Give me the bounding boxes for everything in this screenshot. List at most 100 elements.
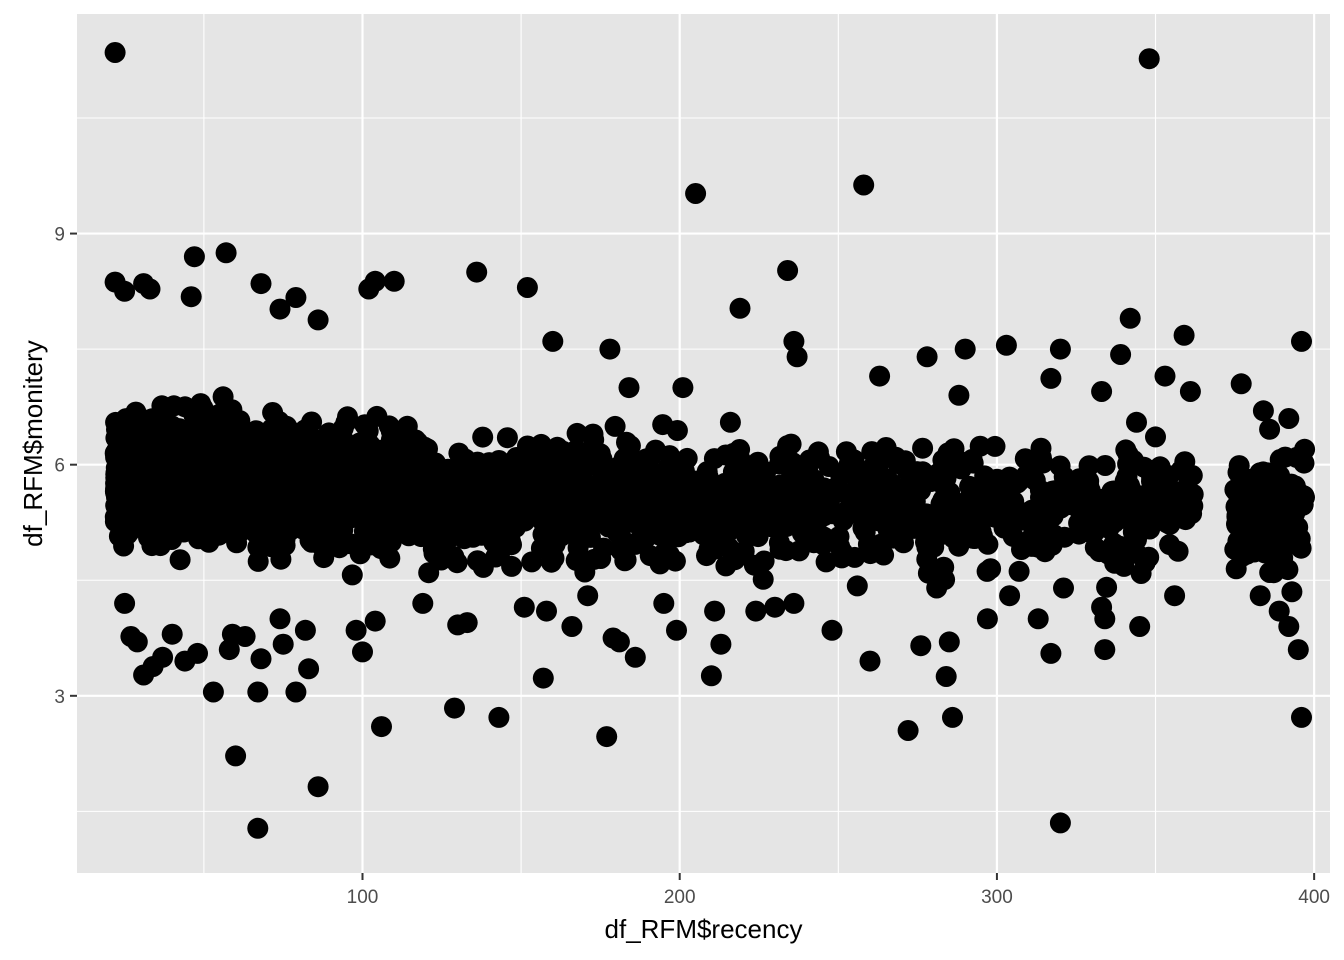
data-point [358,278,380,300]
data-point [1049,812,1071,834]
data-point [1014,448,1036,470]
data-point [161,623,183,645]
data-point [466,495,488,517]
data-point [745,600,767,622]
data-point [976,560,998,582]
data-point [672,377,694,399]
data-point [1174,451,1196,473]
data-point [619,450,641,472]
data-point [155,456,177,478]
data-point [624,646,646,668]
data-point [1091,596,1113,618]
data-point [967,497,989,519]
data-point [1053,577,1074,599]
data-point [580,452,602,474]
data-point [1091,381,1113,402]
data-point [685,183,707,204]
data-point [688,511,710,532]
data-point [521,447,543,469]
data-point [215,242,237,264]
data-point [1040,642,1062,664]
data-point [1240,523,1262,545]
data-point [501,555,523,577]
data-point [786,346,808,368]
data-point [757,506,779,528]
data-point [1251,473,1273,495]
data-point [984,435,1006,457]
data-point [357,506,379,528]
data-point [1116,465,1138,487]
data-point [301,411,323,433]
data-point [212,386,234,408]
data-point [226,532,248,554]
data-point [769,445,791,467]
data-point [472,426,494,448]
data-point [546,436,568,458]
data-point [640,498,661,520]
data-point [902,498,924,520]
data-point [859,650,881,672]
data-point [1173,324,1195,346]
data-point [422,500,444,522]
data-point [828,526,850,548]
data-point [577,585,599,607]
data-point [753,550,775,572]
data-point [1263,520,1285,542]
data-point [562,488,584,510]
data-point [650,469,672,491]
data-point [298,658,320,680]
data-point [257,488,279,510]
data-point [704,600,726,622]
data-point [1287,639,1309,661]
data-point [244,438,266,460]
data-point [1008,560,1030,582]
data-point [818,456,840,477]
data-point [1164,585,1186,607]
data-point [142,437,164,459]
data-point [1134,552,1156,574]
data-point [143,487,165,509]
data-point [1094,455,1116,476]
data-point [1281,581,1303,603]
data-point [854,520,876,541]
data-point [696,545,717,567]
data-point [247,681,269,703]
data-point [999,585,1021,607]
data-point [1154,365,1176,387]
data-point [302,499,324,521]
data-point [1034,514,1056,536]
data-point [786,483,808,505]
data-point [813,477,835,499]
data-point [285,681,307,703]
data-point [1113,555,1135,577]
data-point [846,575,868,597]
data-point [1119,307,1141,329]
data-point [113,535,135,557]
data-point [596,726,618,748]
data-point [783,592,805,614]
data-point [174,650,196,672]
data-point [590,548,612,569]
data-point [1027,536,1048,558]
data-point [114,280,136,302]
data-points [104,42,1316,839]
data-point [398,514,420,536]
data-point [488,455,510,477]
data-point [812,534,834,555]
data-point [610,527,632,549]
data-point [1096,576,1118,598]
data-point [1230,373,1252,395]
axes: 100 200 300 400 3 6 9 [54,225,1330,908]
data-point [446,552,468,574]
data-point [536,600,557,622]
data-point [1027,608,1049,630]
data-point [560,452,582,473]
data-point [272,633,294,655]
data-point [844,481,866,503]
data-point [531,472,553,494]
data-point [485,546,507,568]
data-point [710,633,732,655]
data-point [666,420,688,441]
y-axis-title: df_RFM$monitery [18,340,48,547]
data-point [954,338,976,360]
